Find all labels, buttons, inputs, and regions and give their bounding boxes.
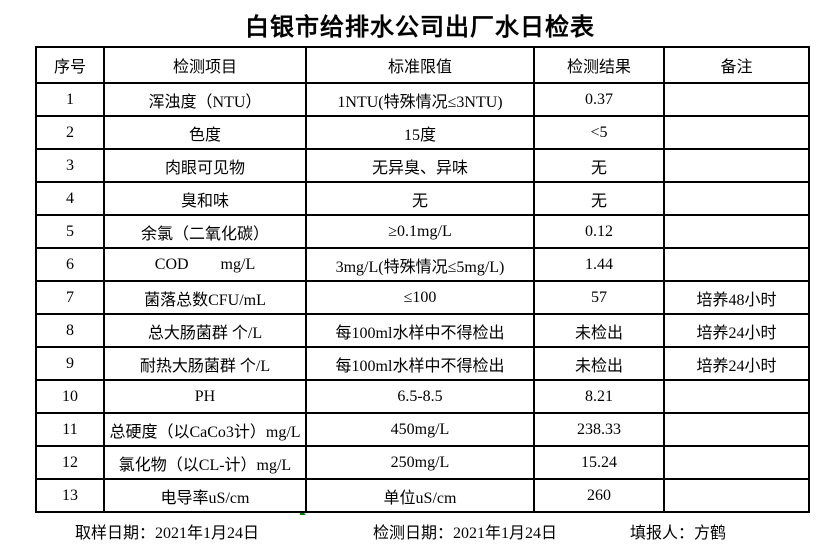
cell-remark: 培养24小时: [663, 346, 810, 381]
cell-result: 1.44: [533, 247, 665, 282]
table-row: 1 浑浊度（NTU） 1NTU(特殊情况≤3NTU) 0.37: [35, 82, 810, 117]
cell-item: 色度: [103, 115, 307, 150]
table-row: 11 总硬度（以CaCo3计）mg/L 450mg/L 238.33: [35, 412, 810, 447]
cell-item: 臭和味: [103, 181, 307, 216]
cell-no: 5: [35, 214, 105, 249]
cell-no: 11: [35, 412, 105, 447]
cell-no: 1: [35, 82, 105, 117]
cell-item: 耐热大肠菌群 个/L: [103, 346, 307, 381]
cell-standard: 3mg/L(特殊情况≤5mg/L): [305, 247, 535, 282]
cell-remark: [663, 247, 810, 282]
cell-standard: 无: [305, 181, 535, 216]
cell-item: 总硬度（以CaCo3计）mg/L: [103, 412, 307, 447]
cell-remark: 培养48小时: [663, 280, 810, 315]
cell-result: 57: [533, 280, 665, 315]
table-row: 12 氯化物（以CL-计）mg/L 250mg/L 15.24: [35, 445, 810, 480]
cell-remark: [663, 115, 810, 150]
cell-no: 10: [35, 379, 105, 414]
table-body: 1 浑浊度（NTU） 1NTU(特殊情况≤3NTU) 0.37 2 色度 15度…: [35, 82, 810, 513]
table-row: 10 PH 6.5-8.5 8.21: [35, 379, 810, 414]
cell-no: 6: [35, 247, 105, 282]
table-header: 序号 检测项目 标准限值 检测结果 备注: [35, 46, 810, 84]
header-no: 序号: [35, 46, 105, 84]
cell-remark: [663, 478, 810, 513]
cell-item: 余氯（二氧化碳）: [103, 214, 307, 249]
cell-item: COD mg/L: [103, 247, 307, 282]
cell-remark: 培养24小时: [663, 313, 810, 348]
cell-standard: ≤100: [305, 280, 535, 315]
table-row: 5 余氯（二氧化碳） ≥0.1mg/L 0.12: [35, 214, 810, 249]
cell-standard: 每100ml水样中不得检出: [305, 346, 535, 381]
reporter-label: 填报人：方鹤: [630, 525, 727, 542]
cell-item: 氯化物（以CL-计）mg/L: [103, 445, 307, 480]
cell-no: 12: [35, 445, 105, 480]
cell-standard: 无异臭、异味: [305, 148, 535, 183]
page-title: 白银市给排水公司出厂水日检表: [245, 14, 595, 41]
sampling-date-label: 取样日期：2021年1月24日: [75, 525, 260, 542]
cell-item: 菌落总数CFU/mL: [103, 280, 307, 315]
cell-result: 未检出: [533, 346, 665, 381]
cell-result: 8.21: [533, 379, 665, 414]
footer: 取样日期：2021年1月24日 检测日期：2021年1月24日 填报人：方鹤: [0, 519, 840, 542]
cell-item: PH: [103, 379, 307, 414]
cell-standard: 每100ml水样中不得检出: [305, 313, 535, 348]
cell-standard: 15度: [305, 115, 535, 150]
cell-no: 2: [35, 115, 105, 150]
cell-remark: [663, 181, 810, 216]
cell-item: 肉眼可见物: [103, 148, 307, 183]
header-remark: 备注: [663, 46, 810, 84]
cell-remark: [663, 148, 810, 183]
cell-remark: [663, 379, 810, 414]
cell-no: 3: [35, 148, 105, 183]
cell-result: 无: [533, 181, 665, 216]
cell-result: 无: [533, 148, 665, 183]
header-item: 检测项目: [103, 46, 307, 84]
cell-standard: 1NTU(特殊情况≤3NTU): [305, 82, 535, 117]
cell-standard: 6.5-8.5: [305, 379, 535, 414]
cell-item: 总大肠菌群 个/L: [103, 313, 307, 348]
cell-no: 7: [35, 280, 105, 315]
table-row: 8 总大肠菌群 个/L 每100ml水样中不得检出 未检出 培养24小时: [35, 313, 810, 348]
cell-result: 0.37: [533, 82, 665, 117]
test-date-label: 检测日期：2021年1月24日: [373, 525, 558, 542]
cell-standard: 250mg/L: [305, 445, 535, 480]
cell-result: 未检出: [533, 313, 665, 348]
cell-result: 238.33: [533, 412, 665, 447]
cell-result: 260: [533, 478, 665, 513]
daily-inspection-table: 序号 检测项目 标准限值 检测结果 备注 1 浑浊度（NTU） 1NTU(特殊情…: [35, 46, 810, 513]
table-row: 3 肉眼可见物 无异臭、异味 无: [35, 148, 810, 183]
cell-standard: 450mg/L: [305, 412, 535, 447]
cell-result: <5: [533, 115, 665, 150]
header-standard: 标准限值: [305, 46, 535, 84]
cell-result: 0.12: [533, 214, 665, 249]
table-row: 6 COD mg/L 3mg/L(特殊情况≤5mg/L) 1.44: [35, 247, 810, 282]
cell-standard: 单位uS/cm: [305, 478, 535, 513]
table-row: 13 电导率uS/cm 单位uS/cm 260: [35, 478, 810, 513]
cell-no: 4: [35, 181, 105, 216]
cell-remark: [663, 82, 810, 117]
cell-no: 8: [35, 313, 105, 348]
cell-result: 15.24: [533, 445, 665, 480]
table-row: 4 臭和味 无 无: [35, 181, 810, 216]
cell-no: 9: [35, 346, 105, 381]
cell-remark: [663, 412, 810, 447]
cell-remark: [663, 445, 810, 480]
header-row: 序号 检测项目 标准限值 检测结果 备注: [35, 46, 810, 84]
header-result: 检测结果: [533, 46, 665, 84]
cell-remark: [663, 214, 810, 249]
cell-standard: ≥0.1mg/L: [305, 214, 535, 249]
cell-item: 浑浊度（NTU）: [103, 82, 307, 117]
cell-item: 电导率uS/cm: [103, 478, 307, 513]
cell-no: 13: [35, 478, 105, 513]
table-row: 7 菌落总数CFU/mL ≤100 57 培养48小时: [35, 280, 810, 315]
table-row: 2 色度 15度 <5: [35, 115, 810, 150]
table-row: 9 耐热大肠菌群 个/L 每100ml水样中不得检出 未检出 培养24小时: [35, 346, 810, 381]
